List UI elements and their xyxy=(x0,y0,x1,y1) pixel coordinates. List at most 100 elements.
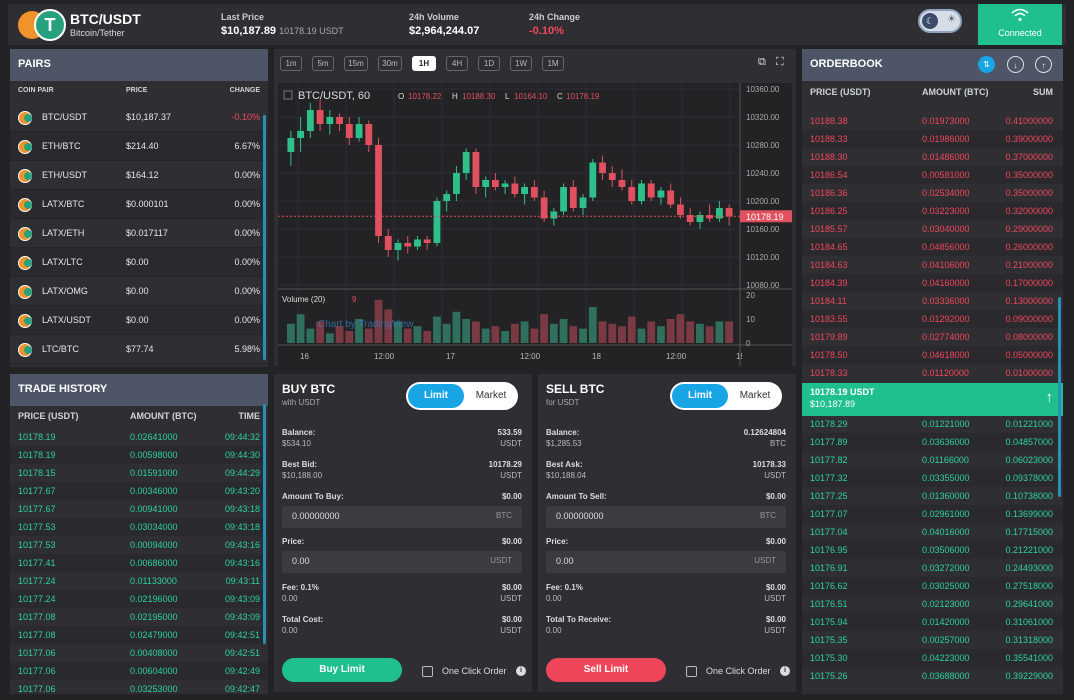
trade-scrollbar[interactable] xyxy=(263,404,266,644)
timeframe-1H[interactable]: 1H xyxy=(412,56,436,71)
pair-row[interactable]: BTC/USDT $10,187.37 -0.10% xyxy=(10,103,268,132)
timeframe-30m[interactable]: 30m xyxy=(378,56,402,71)
ob-sum: 0.04857000 xyxy=(1005,437,1053,447)
info-icon[interactable]: i xyxy=(780,666,790,676)
order-type-toggle[interactable]: Limit Market xyxy=(406,382,518,410)
price-input[interactable]: 0.00 USDT xyxy=(546,551,786,573)
ask-row[interactable]: 10178.50 0.04618000 0.05000000 xyxy=(802,346,1063,364)
trade-amount: 0.00604000 xyxy=(130,666,178,676)
popout-icon[interactable]: ⧉ xyxy=(758,56,766,68)
ask-row[interactable]: 10184.63 0.04106000 0.21000000 xyxy=(802,256,1063,274)
market-tab[interactable]: Market xyxy=(475,390,507,401)
timeframe-1m[interactable]: 1m xyxy=(280,56,302,71)
limit-tab[interactable]: Limit xyxy=(672,384,728,408)
ask-row[interactable]: 10179.89 0.02774000 0.08000000 xyxy=(802,328,1063,346)
one-click-checkbox[interactable] xyxy=(686,666,697,677)
bid-row[interactable]: 10175.26 0.03688000 0.39229000 xyxy=(802,667,1063,685)
amount-usd: $0.00 xyxy=(765,492,786,501)
ob-price: 10177.89 xyxy=(810,437,848,447)
ask-row[interactable]: 10186.54 0.00581000 0.35000000 xyxy=(802,166,1063,184)
trade-history-title: TRADE HISTORY xyxy=(18,383,108,395)
price-chart[interactable]: 10178.19 10360.00 10320.00 10280.00 10240.00… xyxy=(278,83,792,366)
bid-row[interactable]: 10175.94 0.01420000 0.31061000 xyxy=(802,613,1063,631)
pair-row[interactable]: LATX/ETH $0.017117 0.00% xyxy=(10,219,268,248)
bid-row[interactable]: 10176.51 0.02123000 0.29641000 xyxy=(802,595,1063,613)
asks-only-icon[interactable]: ↑ xyxy=(1035,56,1052,73)
timeframe-5m[interactable]: 5m xyxy=(312,56,334,71)
trade-amount: 0.00346000 xyxy=(130,486,178,496)
amount-input[interactable]: 0.00000000 BTC xyxy=(546,506,786,528)
pair-row[interactable]: LATX/LTC $0.00 0.00% xyxy=(10,248,268,277)
bid-row[interactable]: 10178.29 0.01221000 0.01221000 xyxy=(802,415,1063,433)
timeframe-1M[interactable]: 1M xyxy=(542,56,564,71)
bid-row[interactable]: 10177.32 0.03355000 0.09378000 xyxy=(802,469,1063,487)
fullscreen-icon[interactable]: ⛶ xyxy=(776,56,784,68)
sell-submit-button[interactable]: Sell Limit xyxy=(546,658,666,682)
ask-row[interactable]: 10188.38 0.01973000 0.41000000 xyxy=(802,112,1063,130)
bid-row[interactable]: 10176.95 0.03506000 0.21221000 xyxy=(802,541,1063,559)
fee-label: Fee: 0.1% xyxy=(282,583,319,592)
ask-row[interactable]: 10184.65 0.04856000 0.26000000 xyxy=(802,238,1063,256)
volume-bar xyxy=(394,321,402,343)
ob-amount: 0.03636000 xyxy=(922,437,970,447)
volume-value: 9 xyxy=(352,295,357,304)
buy-submit-button[interactable]: Buy Limit xyxy=(282,658,402,682)
pair-row[interactable]: LATX/BTC $0.000101 0.00% xyxy=(10,190,268,219)
one-click-checkbox[interactable] xyxy=(422,666,433,677)
amount-input[interactable]: 0.00000000 BTC xyxy=(282,506,522,528)
pairs-scrollbar[interactable] xyxy=(263,115,266,360)
pair-name: LATX/USDT xyxy=(42,315,91,325)
pair-price: $214.40 xyxy=(126,141,159,151)
chart-svg[interactable]: 10178.19 10360.00 10320.00 10280.00 10240.00… xyxy=(278,83,792,366)
ask-row[interactable]: 10185.57 0.03040000 0.29000000 xyxy=(802,220,1063,238)
info-icon[interactable]: i xyxy=(516,666,526,676)
ask-row[interactable]: 10186.36 0.02534000 0.35000000 xyxy=(802,184,1063,202)
order-type-toggle[interactable]: Limit Market xyxy=(670,382,782,410)
bid-row[interactable]: 10177.07 0.02961000 0.13699000 xyxy=(802,505,1063,523)
coin-icon xyxy=(18,169,32,183)
market-tab[interactable]: Market xyxy=(739,390,771,401)
orderbook-scrollbar[interactable] xyxy=(1058,297,1061,497)
trade-amount: 0.00941000 xyxy=(130,504,178,514)
vol-tick: 10 xyxy=(746,315,755,324)
theme-toggle[interactable]: ☾ ☀ xyxy=(918,9,962,33)
bids-only-icon[interactable]: ↓ xyxy=(1007,56,1024,73)
bid-row[interactable]: 10177.82 0.01166000 0.06023000 xyxy=(802,451,1063,469)
trade-price: 10177.06 xyxy=(18,684,56,694)
bid-row[interactable]: 10177.25 0.01360000 0.10738000 xyxy=(802,487,1063,505)
trade-amount: 0.00686000 xyxy=(130,558,178,568)
bid-row[interactable]: 10175.30 0.04223000 0.35541000 xyxy=(802,649,1063,667)
mid-price: 10178.19 USDT xyxy=(810,387,875,397)
ask-row[interactable]: 10184.11 0.03336000 0.13000000 xyxy=(802,292,1063,310)
bid-row[interactable]: 10175.35 0.00257000 0.31318000 xyxy=(802,631,1063,649)
pair-row[interactable]: LATX/USDT $0.00 0.00% xyxy=(10,306,268,335)
bid-row[interactable]: 10177.04 0.04016000 0.17715000 xyxy=(802,523,1063,541)
ob-amount: 0.03506000 xyxy=(922,545,970,555)
ob-amount: 0.02961000 xyxy=(922,509,970,519)
timeframe-4H[interactable]: 4H xyxy=(446,56,468,71)
col-change: CHANGE xyxy=(229,87,260,94)
bid-row[interactable]: 10176.62 0.03025000 0.27518000 xyxy=(802,577,1063,595)
limit-tab[interactable]: Limit xyxy=(408,384,464,408)
ask-row[interactable]: 10184.39 0.04160000 0.17000000 xyxy=(802,274,1063,292)
pair-row[interactable]: ETH/BTC $214.40 6.67% xyxy=(10,132,268,161)
timeframe-1W[interactable]: 1W xyxy=(510,56,532,71)
ob-price: 10188.30 xyxy=(810,152,848,162)
price-tag-bg xyxy=(740,210,792,223)
price-input[interactable]: 0.00 USDT xyxy=(282,551,522,573)
pair-row[interactable]: LTC/BTC $77.74 5.98% xyxy=(10,335,268,364)
pair-change: 0.00% xyxy=(234,228,260,238)
ask-row[interactable]: 10188.30 0.01486000 0.37000000 xyxy=(802,148,1063,166)
ask-row[interactable]: 10186.25 0.03223000 0.32000000 xyxy=(802,202,1063,220)
timeframe-15m[interactable]: 15m xyxy=(344,56,368,71)
ask-row[interactable]: 10183.55 0.01292000 0.09000000 xyxy=(802,310,1063,328)
bid-row[interactable]: 10176.91 0.03272000 0.24493000 xyxy=(802,559,1063,577)
timeframe-1D[interactable]: 1D xyxy=(478,56,500,71)
ask-row[interactable]: 10178.33 0.01120000 0.01000000 xyxy=(802,364,1063,382)
bid-row[interactable]: 10177.89 0.03636000 0.04857000 xyxy=(802,433,1063,451)
pair-row[interactable]: ETH/USDT $164.12 0.00% xyxy=(10,161,268,190)
pair-row[interactable]: LATX/OMG $0.00 0.00% xyxy=(10,277,268,306)
ask-row[interactable]: 10188.33 0.01986000 0.39000000 xyxy=(802,130,1063,148)
ob-amount: 0.02123000 xyxy=(922,599,970,609)
both-sides-icon[interactable]: ⇅ xyxy=(978,56,995,73)
